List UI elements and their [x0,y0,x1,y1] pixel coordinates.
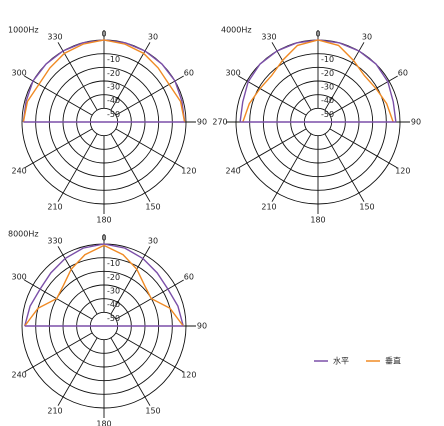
spoke [324,42,365,111]
spoke [115,332,184,373]
spoke [115,279,184,320]
theta-tick-label: 180 [96,216,111,225]
theta-tick-label: 0 [101,234,106,243]
r-tick-label: -40 [107,96,120,105]
r-tick-label: -10 [107,259,120,268]
spoke [115,128,184,169]
theta-tick-label: 150 [145,202,160,211]
theta-tick-label: 30 [362,33,372,42]
theta-tick-label: 30 [148,237,158,246]
theta-tick-label: 210 [47,406,62,415]
r-tick-label: -30 [107,287,120,296]
spoke [24,128,93,169]
r-tick-label: -10 [321,55,334,64]
spoke [329,128,398,169]
spoke [115,75,184,116]
spoke [57,337,98,406]
theta-tick-label: 330 [47,237,62,246]
theta-tick-label: 210 [261,202,276,211]
theta-tick-label: 120 [395,167,410,176]
spoke [57,133,98,202]
theta-tick-label: 270 [212,118,227,127]
theta-tick-label: 120 [181,371,196,380]
r-tick-label: -50 [107,110,120,119]
spoke [110,337,151,406]
r-tick-label: -40 [321,96,334,105]
theta-tick-label: 90 [197,118,207,127]
chart-title: 8000Hz [8,230,39,239]
series-line [22,39,186,123]
r-tick-label: -20 [107,273,120,282]
theta-tick-label: 150 [145,406,160,415]
theta-tick-label: 180 [310,216,325,225]
theta-tick-label: 330 [261,33,276,42]
spoke [110,246,151,315]
theta-tick-label: 240 [225,167,240,176]
spoke [24,332,93,373]
theta-tick-label: 120 [181,167,196,176]
theta-tick-label: 150 [359,202,374,211]
chart-title: 4000Hz [221,26,252,35]
theta-tick-label: 300 [11,69,26,78]
spoke [57,246,98,315]
legend-label: 垂直 [385,356,401,366]
spoke [238,75,307,116]
spoke [324,133,365,202]
theta-tick-label: 300 [225,69,240,78]
spoke [271,133,312,202]
r-tick-label: -10 [107,55,120,64]
r-tick-label: -30 [321,83,334,92]
r-tick-label: -20 [321,69,334,78]
theta-tick-label: 0 [315,30,320,39]
theta-tick-label: 210 [47,202,62,211]
chart-title: 1000Hz [8,26,39,35]
theta-tick-label: 60 [184,273,194,282]
theta-tick-label: 0 [101,30,106,39]
spoke [271,42,312,111]
spoke [24,279,93,320]
spoke [110,133,151,202]
theta-tick-label: 180 [96,420,111,426]
spoke [238,128,307,169]
theta-tick-label: 90 [411,118,421,127]
theta-tick-label: 240 [11,371,26,380]
spoke [57,42,98,111]
theta-tick-label: 60 [398,69,408,78]
r-tick-label: -50 [321,110,334,119]
spoke [329,75,398,116]
r-tick-label: -50 [107,314,120,323]
r-tick-label: -40 [107,300,120,309]
spoke [24,75,93,116]
series-line [242,39,394,123]
series-line [24,243,184,327]
series-line [24,244,184,327]
theta-tick-label: 240 [11,167,26,176]
theta-tick-label: 90 [197,322,207,331]
theta-tick-label: 300 [11,273,26,282]
r-tick-label: -20 [107,69,120,78]
legend-label: 水平 [333,356,349,366]
theta-tick-label: 60 [184,69,194,78]
theta-tick-label: 30 [148,33,158,42]
theta-tick-label: 330 [47,33,62,42]
r-tick-label: -30 [107,83,120,92]
